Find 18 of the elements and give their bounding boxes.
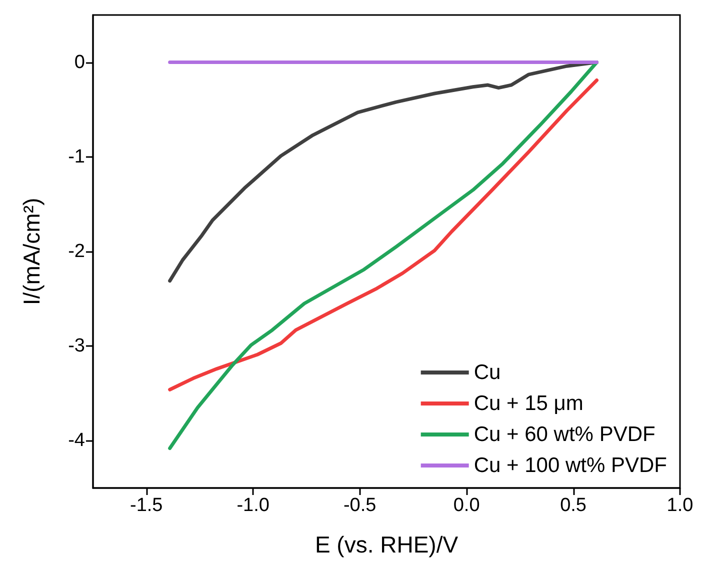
y-tick-label: -3: [68, 336, 85, 357]
line-series: [168, 78, 599, 392]
y-tick-label: -4: [68, 430, 86, 452]
x-tick-label: -1.0: [236, 495, 270, 516]
y-tick-label: 0: [74, 52, 85, 73]
x-tick-label: -1.5: [130, 495, 163, 516]
legend-label: Cu + 100 wt% PVDF: [474, 454, 668, 477]
x-axis-title: E (vs. RHE)/V: [314, 532, 459, 558]
x-tick-label: 1.0: [666, 495, 694, 516]
legend-label: Cu: [474, 361, 501, 384]
legend-label: Cu + 60 wt% PVDF: [474, 423, 656, 446]
y-tick-label: -2: [68, 241, 85, 262]
x-tick-label: -0.5: [343, 495, 376, 516]
y-tick-label: -1: [68, 146, 85, 168]
x-tick-label: 0.5: [560, 495, 586, 516]
y-axis-title: I/(mA/cm²): [18, 198, 44, 306]
x-tick-label: 0.0: [453, 495, 480, 516]
legend-label: Cu + 15 μm: [474, 392, 584, 415]
